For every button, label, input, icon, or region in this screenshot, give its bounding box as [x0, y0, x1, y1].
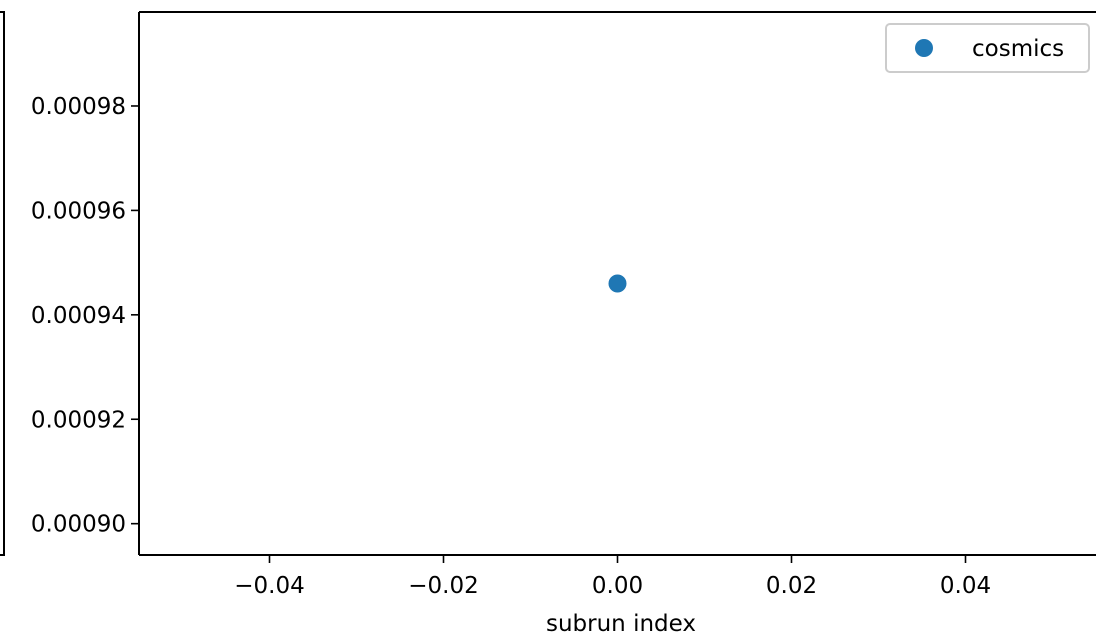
- adjacent-panel-edge: [0, 11, 5, 556]
- x-tick-label: −0.02: [408, 573, 478, 599]
- legend-marker: [915, 39, 933, 57]
- legend-label: cosmics: [972, 36, 1064, 62]
- y-tick-label: 0.00096: [31, 198, 126, 224]
- y-tick-label: 0.00090: [31, 512, 126, 538]
- y-tick-label: 0.00094: [31, 303, 126, 329]
- y-axis: 0.00090 0.00092 0.00094 0.00096 0.00098: [31, 94, 139, 538]
- legend: cosmics: [885, 23, 1090, 73]
- y-tick-label: 0.00098: [31, 94, 126, 120]
- axes-frame: [0, 11, 1096, 556]
- data-point: [608, 274, 627, 293]
- x-axis-label: subrun index: [546, 611, 696, 637]
- x-tick-label: 0.02: [766, 573, 817, 599]
- plot-area: −0.04 −0.02 0.00 0.02 0.04 0.000900.000920.0…: [0, 11, 1096, 599]
- x-tick-label: −0.04: [234, 573, 304, 599]
- legend-box: [885, 23, 1090, 73]
- x-tick-label: 0.04: [940, 573, 991, 599]
- y-tick-label: 0.00092: [31, 407, 126, 433]
- x-tick-label: 0.00: [592, 573, 643, 599]
- x-axis: −0.04 −0.02 0.00 0.02 0.04: [234, 555, 991, 599]
- data-layer: [608, 274, 627, 293]
